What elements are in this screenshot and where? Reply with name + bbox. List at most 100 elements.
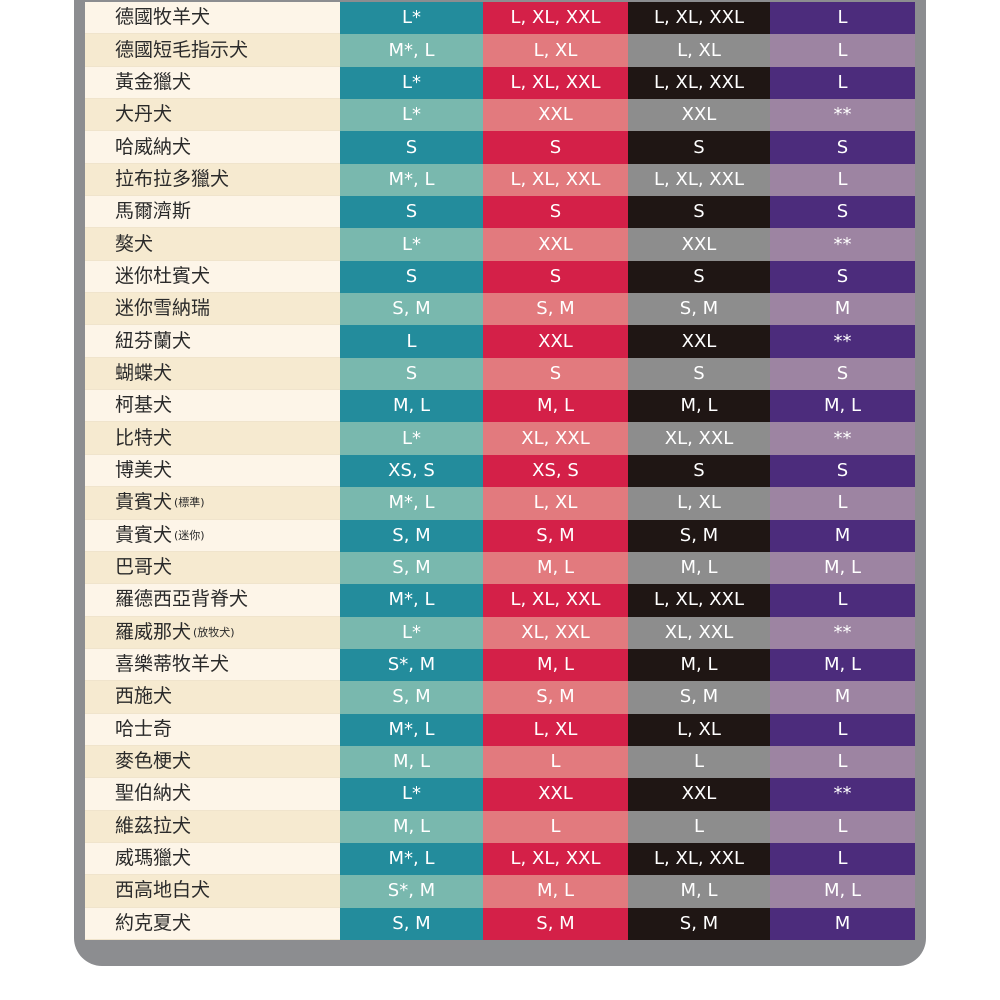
breed-note: (放牧犬) [193,625,235,639]
table-row: 貴賓犬 (標準) M*, L L, XL L, XL L [85,487,915,520]
size-cell-col1: L* [340,99,483,132]
size-cell-col2: XXL [483,778,628,811]
size-cell-col2: S, M [483,907,628,940]
breed-name: 哈威納犬 [115,135,192,158]
size-cell-col2: S [483,131,628,164]
size-cell-col2: L, XL, XXL [483,163,628,197]
size-cell-col3: S, M [628,519,770,552]
size-cell-col3: L, XL [628,487,770,520]
size-cell-col4: ** [770,228,915,261]
size-cell-col3: S [628,357,770,391]
size-cell-col1: M*, L [340,163,483,197]
size-cell-col3: L, XL, XXL [628,584,770,617]
breed-name: 紐芬蘭犬 [115,329,192,352]
size-cell-col3: XL, XXL [628,616,770,649]
breed-name: 麥色梗犬 [115,750,192,773]
breed-note: (標準) [174,496,205,510]
breed-name-cell: 黃金獵犬 [85,66,340,100]
size-cell-col3: S [628,196,770,229]
size-cell-col3: M, L [628,551,770,585]
breed-name-cell: 貴賓犬 (迷你) [85,519,340,552]
size-cell-col1: S [340,196,483,229]
breed-name-cell: 德國牧羊犬 [85,2,340,35]
size-cell-col1: XS, S [340,454,483,488]
size-cell-col2: S [483,196,628,229]
size-cell-col1: L* [340,228,483,261]
breed-name: 維茲拉犬 [115,814,192,837]
size-cell-col1: S*, M [340,875,483,908]
size-cell-col1: M*, L [340,487,483,520]
table-row: 迷你杜賓犬 S S S S [85,260,915,294]
breed-name-cell: 喜樂蒂牧羊犬 [85,648,340,682]
size-cell-col4: S [770,260,915,294]
size-cell-col4: S [770,454,915,488]
breed-name: 柯基犬 [115,394,173,417]
breed-name: 哈士奇 [115,717,173,740]
breed-name: 羅威那犬 [115,620,192,643]
breed-name: 西高地白犬 [115,879,211,902]
breed-name: 德國短毛指示犬 [115,38,249,61]
size-cell-col2: M, L [483,551,628,585]
size-cell-col3: S [628,260,770,294]
size-cell-col1: L* [340,2,483,35]
size-cell-col3: XXL [628,99,770,132]
breed-name: 威瑪獵犬 [115,847,192,870]
size-cell-col3: L, XL, XXL [628,842,770,876]
breed-name: 西施犬 [115,685,173,708]
size-cell-col2: L, XL [483,34,628,67]
size-cell-col2: XXL [483,228,628,261]
size-cell-col3: L, XL [628,713,770,746]
table-row: 紐芬蘭犬 L XXL XXL ** [85,325,915,358]
size-cell-col1: S*, M [340,648,483,682]
size-cell-col4: L [770,487,915,520]
size-cell-col4: S [770,196,915,229]
table-row: 羅威那犬 (放牧犬) L* XL, XXL XL, XXL ** [85,616,915,649]
breed-name: 喜樂蒂牧羊犬 [115,653,230,676]
size-cell-col2: L, XL [483,713,628,746]
size-cell-col3: M, L [628,390,770,423]
breed-name: 約克夏犬 [115,911,192,934]
size-cell-col3: S [628,131,770,164]
size-cell-col4: M [770,519,915,552]
breed-name-cell: 西高地白犬 [85,875,340,908]
table-row: 哈威納犬 S S S S [85,131,915,164]
size-cell-col2: S, M [483,681,628,714]
size-cell-col1: M, L [340,745,483,779]
table-row: 柯基犬 M, L M, L M, L M, L [85,390,915,423]
breed-name: 迷你雪納瑞 [115,297,211,320]
breed-name-cell: 拉布拉多獵犬 [85,163,340,197]
size-cell-col4: ** [770,778,915,811]
size-cell-col4: L [770,842,915,876]
size-cell-col2: L, XL, XXL [483,584,628,617]
size-cell-col4: M, L [770,551,915,585]
size-cell-col4: M [770,907,915,940]
size-cell-col3: M, L [628,648,770,682]
breed-name: 獒犬 [115,232,154,255]
size-cell-col4: M, L [770,648,915,682]
size-cell-col2: S, M [483,519,628,552]
breed-name-cell: 羅德西亞背脊犬 [85,584,340,617]
size-cell-col1: L* [340,66,483,100]
table-row: 西高地白犬 S*, M M, L M, L M, L [85,875,915,908]
size-cell-col1: M*, L [340,34,483,67]
size-cell-col2: M, L [483,390,628,423]
size-cell-col1: L* [340,616,483,649]
size-cell-col2: M, L [483,648,628,682]
size-cell-col2: L [483,745,628,779]
size-cell-col2: L [483,810,628,843]
size-cell-col3: XXL [628,228,770,261]
size-cell-col2: S, M [483,293,628,326]
size-cell-col4: L [770,34,915,67]
size-cell-col1: S [340,131,483,164]
size-cell-col2: XXL [483,99,628,132]
breed-name: 德國牧羊犬 [115,6,211,29]
table-row: 聖伯納犬 L* XXL XXL ** [85,778,915,811]
size-cell-col1: S, M [340,293,483,326]
table-row: 蝴蝶犬 S S S S [85,357,915,391]
breed-name-cell: 獒犬 [85,228,340,261]
size-cell-col2: L, XL [483,487,628,520]
size-cell-col1: S, M [340,907,483,940]
